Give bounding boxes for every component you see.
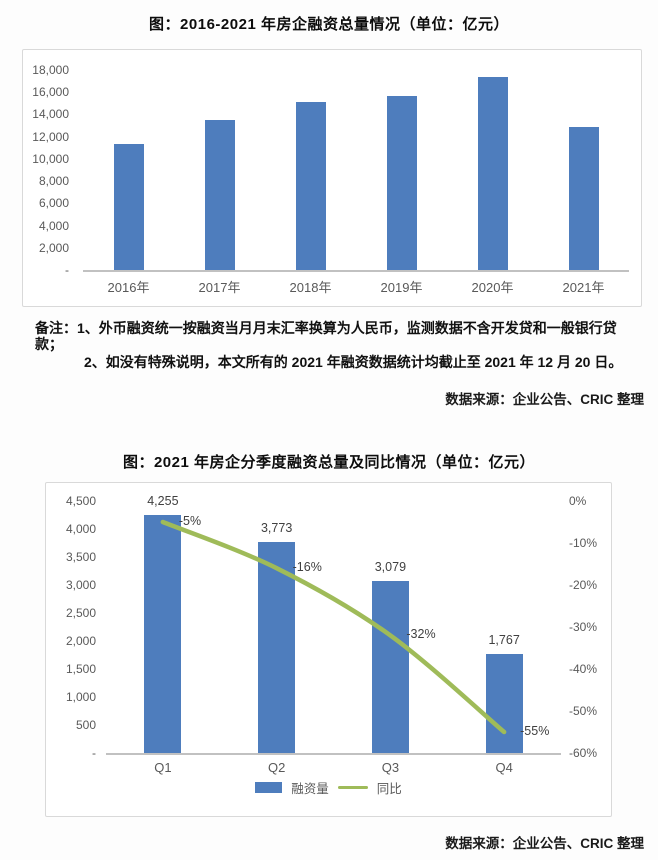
right-axis-tick-label: -30% [569,620,598,634]
yoy-point-label-Q3: -32% [406,627,436,642]
y-axis-tick-label: 2,000 [38,240,69,255]
left-axis-tick-label: 2,500 [65,606,96,620]
left-axis-tick-label: 4,000 [65,522,96,536]
right-axis-tick-label: 0% [569,494,587,508]
y-axis-tick-label: 12,000 [32,129,69,144]
bar-Q1 [144,514,182,753]
yoy-point-label-Q4: -55% [520,724,550,738]
chart1-title: 图：2016-2021 年房企融资总量情况（单位：亿元） [149,16,509,33]
y-axis-tick-label: 18,000 [32,63,69,77]
legend-line-swatch-icon [337,785,368,790]
bar-value-label-Q1: 4,255 [147,493,179,508]
x-axis-label-Q1: Q1 [154,760,172,775]
bar-2017年 [204,120,235,270]
left-axis-tick-label: 3,500 [65,550,96,564]
left-axis-tick-label: - [92,746,96,760]
x-axis-label-2020年: 2020年 [471,280,514,295]
chart1-annual-financing: 18,000 16,000 14,000 12,000 10,000 8,000 6,000… [22,49,642,307]
yoy-point-label-Q2: -16% [292,560,322,575]
y-axis-tick-label: - [65,263,69,277]
right-axis-tick-label: -50% [569,704,598,718]
x-axis-label-Q4: Q4 [495,760,513,775]
bar-Q2 [258,541,296,753]
y-axis-tick-label: 14,000 [32,107,69,122]
x-axis-line [106,753,561,755]
y-axis-tick-label: 6,000 [38,196,69,211]
bar-value-label-Q4: 1,767 [488,633,520,648]
bar-value-label-Q3: 3,079 [374,559,407,574]
bar-2020年 [477,76,508,270]
right-axis-tick-label: -10% [569,536,598,550]
left-axis-tick-label: 2,000 [65,634,96,648]
legend-bar-swatch-icon [255,782,283,793]
bar-Q3 [371,580,409,753]
x-axis-label-Q2: Q2 [267,760,286,775]
right-axis-tick-label: -60% [569,746,598,760]
bar-2019年 [386,95,417,270]
chart2-title: 图：2021 年房企分季度融资总量及同比情况（单位：亿元） [122,454,536,471]
bar-2021年 [568,126,599,270]
chart-legend: 融资量 同比 [46,778,611,797]
note-line-2: 2、如没有特殊说明，本文所有的 2021 年融资数据统计均截止至 2021 年 … [84,354,623,370]
x-axis-label-2016年: 2016年 [107,280,150,295]
x-axis-label-2018年: 2018年 [289,280,332,295]
bar-2018年 [295,102,326,270]
y-axis-tick-label: 8,000 [38,174,69,189]
source-chart2: 数据来源：企业公告、CRIC 整理 [445,836,644,851]
bar-value-label-Q2: 3,773 [260,520,293,535]
y-axis-tick-label: 4,000 [38,218,69,233]
y-axis-tick-label: 10,000 [32,151,69,166]
bar-2016年 [113,144,144,270]
bar-Q4 [485,654,523,753]
x-axis-label-Q3: Q3 [381,760,400,775]
note-line-1: 备注：1、外币融资统一按融资当月月末汇率换算为人民币，监测数据不含开发贷和一般银… [35,320,617,352]
y-axis-tick-label: 16,000 [32,85,69,100]
left-axis-tick-label: 3,000 [65,578,96,592]
notes-block: 备注：1、外币融资统一按融资当月月末汇率换算为人民币，监测数据不含开发贷和一般银… [35,320,644,380]
chart2-quarterly-financing: 4,500 4,000 3,500 3,000 2,500 2,000 1,500 1,000… [45,482,612,817]
legend-label-bar-series: 融资量 [291,782,329,796]
right-axis-tick-label: -20% [569,578,598,592]
source-chart1: 数据来源：企业公告、CRIC 整理 [445,392,644,407]
x-axis-label-2019年: 2019年 [380,280,423,295]
left-axis-tick-label: 1,500 [65,662,96,676]
legend-label-line-series: 同比 [376,782,402,796]
left-axis-tick-label: 500 [75,718,96,732]
x-axis-label-2021年: 2021年 [562,280,605,295]
yoy-point-label-Q1: -5% [178,514,202,528]
x-axis-label-2017年: 2017年 [198,280,241,295]
left-axis-tick-label: 4,500 [65,494,96,508]
right-axis-tick-label: -40% [569,662,598,676]
left-axis-tick-label: 1,000 [65,690,96,704]
x-axis-line [83,270,629,272]
